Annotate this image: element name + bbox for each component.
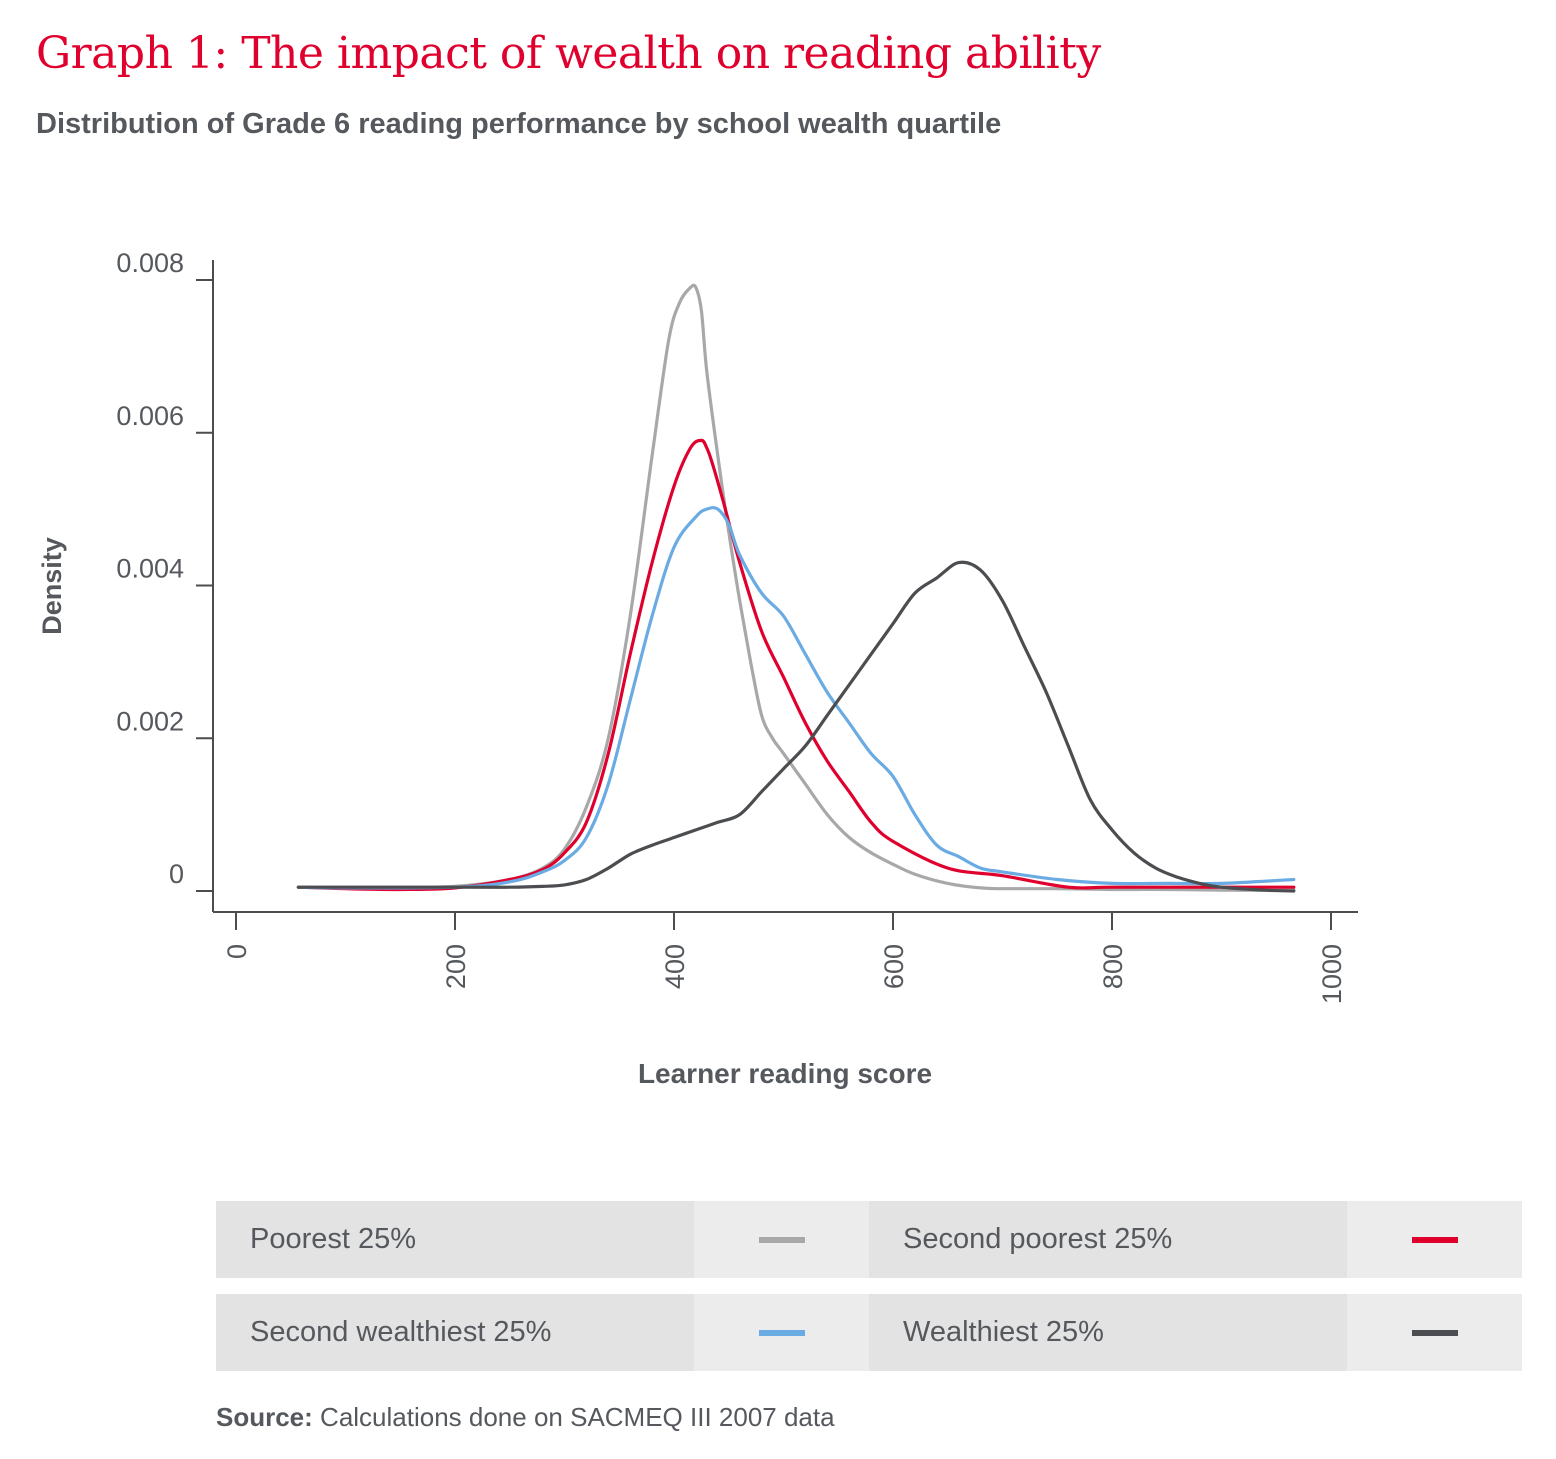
x-axis-label: Learner reading score bbox=[638, 1058, 932, 1089]
chart-subtitle: Distribution of Grade 6 reading performa… bbox=[36, 108, 1002, 140]
legend-label-second-poorest: Second poorest 25% bbox=[869, 1201, 1347, 1278]
legend-label-wealthiest: Wealthiest 25% bbox=[869, 1294, 1347, 1371]
legend-row: Poorest 25% Second poorest 25% bbox=[216, 1201, 1523, 1278]
legend-swatch-cell bbox=[1347, 1294, 1522, 1371]
source-text: Calculations done on SACMEQ III 2007 dat… bbox=[312, 1402, 835, 1432]
source-label: Source: bbox=[216, 1402, 313, 1432]
x-tick: 800 bbox=[1098, 912, 1128, 989]
y-tick-label: 0.002 bbox=[116, 706, 184, 736]
y-tick-label: 0.008 bbox=[116, 248, 184, 278]
legend-swatch-cell bbox=[1347, 1201, 1522, 1278]
x-tick: 1000 bbox=[1317, 912, 1347, 1004]
y-tick: 0.002 bbox=[116, 706, 213, 740]
series-line-poorest bbox=[296, 283, 1296, 892]
series-line-second-poorest bbox=[296, 438, 1296, 892]
x-tick: 600 bbox=[879, 912, 909, 989]
source-note: Source: Calculations done on SACMEQ III … bbox=[216, 1402, 835, 1433]
y-tick: 0.008 bbox=[116, 248, 213, 281]
x-ticks: 0 200 400 600 800 1000 bbox=[222, 912, 1347, 1004]
x-tick-label: 1000 bbox=[1317, 944, 1347, 1004]
legend-swatch-cell bbox=[694, 1201, 869, 1278]
x-tick: 400 bbox=[660, 912, 690, 989]
y-tick: 0 bbox=[169, 859, 213, 892]
legend-swatch-second-poorest bbox=[1411, 1236, 1458, 1243]
y-tick: 0.006 bbox=[116, 401, 213, 434]
y-tick-label: 0.006 bbox=[116, 401, 184, 431]
x-tick: 0 bbox=[222, 912, 252, 959]
legend-swatch-cell bbox=[694, 1294, 869, 1371]
legend-row: Second wealthiest 25% Wealthiest 25% bbox=[216, 1294, 1523, 1371]
y-tick-label: 0 bbox=[169, 859, 184, 889]
x-tick-label: 200 bbox=[441, 944, 471, 989]
legend-swatch-poorest bbox=[758, 1236, 805, 1243]
y-ticks: 0 0.002 0.004 0.006 0.008 bbox=[116, 248, 213, 892]
x-tick-label: 400 bbox=[660, 944, 690, 989]
y-tick-label: 0.004 bbox=[116, 554, 184, 584]
y-tick: 0.004 bbox=[116, 554, 213, 587]
series-line-second-wealthiest bbox=[296, 506, 1296, 890]
x-tick-label: 0 bbox=[222, 944, 252, 959]
series-line-wealthiest bbox=[296, 560, 1296, 893]
legend-swatch-second-wealthiest bbox=[758, 1329, 805, 1336]
legend-label-second-wealthiest: Second wealthiest 25% bbox=[216, 1294, 694, 1371]
x-tick-label: 800 bbox=[1098, 944, 1128, 989]
legend-swatch-wealthiest bbox=[1411, 1329, 1458, 1336]
series-lines bbox=[296, 283, 1296, 893]
y-axis-label: Density bbox=[37, 537, 67, 635]
x-tick: 200 bbox=[441, 912, 471, 989]
legend-label-poorest: Poorest 25% bbox=[216, 1201, 694, 1278]
x-tick-label: 600 bbox=[879, 944, 909, 989]
chart-title: Graph 1: The impact of wealth on reading… bbox=[36, 28, 1101, 79]
legend: Poorest 25% Second poorest 25% Second we… bbox=[216, 1201, 1523, 1387]
